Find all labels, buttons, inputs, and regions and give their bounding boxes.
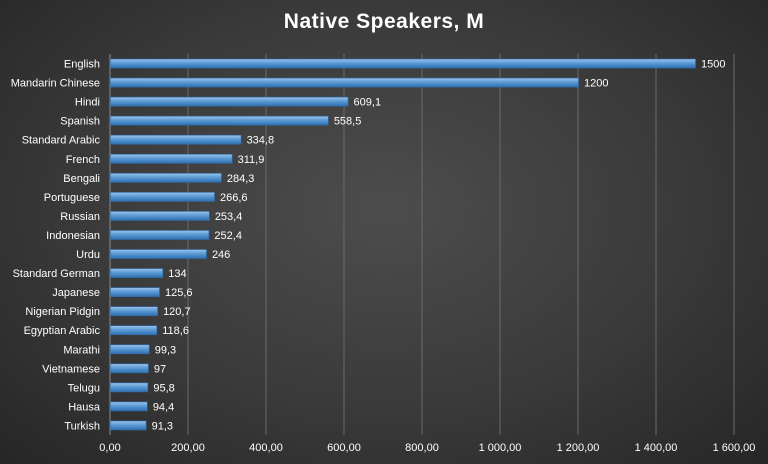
bar-standard-german xyxy=(110,268,164,278)
bars xyxy=(110,58,696,431)
category-label: French xyxy=(66,154,100,166)
data-label: 97 xyxy=(154,363,166,375)
bar-spanish xyxy=(110,115,329,126)
bar-hindi xyxy=(110,96,349,107)
category-label: Portuguese xyxy=(44,192,100,204)
data-label: 252,4 xyxy=(214,230,242,242)
bar-telugu xyxy=(110,382,149,393)
bar-hausa xyxy=(110,401,148,412)
category-label: Turkish xyxy=(64,420,100,432)
data-label: 118,6 xyxy=(162,325,189,337)
data-label: 334,8 xyxy=(247,135,275,147)
x-tick-label: 1 000,00 xyxy=(479,442,522,454)
data-label: 99,3 xyxy=(155,344,176,356)
data-label: 134 xyxy=(168,268,186,280)
bar-russian xyxy=(110,211,210,221)
x-tick-label: 1 200,00 xyxy=(557,442,600,454)
bar-french xyxy=(110,153,233,164)
data-label: 120,7 xyxy=(163,306,191,318)
bar-urdu xyxy=(110,249,207,259)
bar-nigerian-pidgin xyxy=(110,306,158,316)
data-label: 1200 xyxy=(584,78,608,90)
category-label: Japanese xyxy=(52,287,100,299)
data-label: 266,6 xyxy=(220,192,248,204)
data-label: 125,6 xyxy=(165,287,193,299)
category-label: Nigerian Pidgin xyxy=(25,306,100,318)
category-label: Indonesian xyxy=(46,230,100,242)
category-label: Egyptian Arabic xyxy=(24,325,101,337)
data-label: 1500 xyxy=(701,59,725,71)
chart-title: Native Speakers, M xyxy=(283,10,485,33)
bar-english xyxy=(110,58,696,69)
x-tick-label: 600,00 xyxy=(327,442,361,454)
bar-marathi xyxy=(110,344,150,355)
bar-japanese xyxy=(110,287,160,297)
bar-vietnamese xyxy=(110,363,149,374)
data-label: 311,9 xyxy=(238,154,265,166)
bar-turkish xyxy=(110,420,147,431)
x-tick-label: 1 600,00 xyxy=(713,442,756,454)
category-label: Mandarin Chinese xyxy=(11,78,100,90)
data-label: 609,1 xyxy=(354,97,382,109)
category-label: Standard Arabic xyxy=(22,135,101,147)
category-label: Standard German xyxy=(13,268,100,280)
category-label: Vietnamese xyxy=(42,363,100,375)
x-tick-label: 1 400,00 xyxy=(635,442,678,454)
x-tick-label: 400,00 xyxy=(249,442,283,454)
data-label: 95,8 xyxy=(153,382,174,394)
category-label: Telugu xyxy=(68,382,100,394)
data-label: 94,4 xyxy=(153,401,174,413)
category-label: English xyxy=(64,59,100,71)
data-label: 246 xyxy=(212,249,230,261)
x-tick-label: 200,00 xyxy=(171,442,205,454)
bar-portuguese xyxy=(110,192,215,202)
labels: 0,00 200,00 400,00 600,00 800,00 1 000,00 1 20… xyxy=(11,59,756,454)
bar-standard-arabic xyxy=(110,134,242,145)
data-label: 558,5 xyxy=(334,116,362,128)
category-label: Marathi xyxy=(63,344,100,356)
data-label: 253,4 xyxy=(215,211,243,223)
bar-indonesian xyxy=(110,230,210,240)
gridlines xyxy=(109,54,735,435)
category-label: Russian xyxy=(60,211,100,223)
category-label: Hindi xyxy=(75,97,100,109)
category-label: Bengali xyxy=(63,173,100,185)
data-label: 284,3 xyxy=(227,173,255,185)
category-label: Spanish xyxy=(60,116,100,128)
bar-egyptian-arabic xyxy=(110,325,158,336)
x-tick-label: 800,00 xyxy=(405,442,439,454)
category-label: Urdu xyxy=(76,249,100,261)
x-tick-label: 0,00 xyxy=(99,442,120,454)
data-label: 91,3 xyxy=(152,420,173,432)
bar-bengali xyxy=(110,173,222,183)
bar-mandarin-chinese xyxy=(110,77,579,88)
category-label: Hausa xyxy=(68,401,101,413)
